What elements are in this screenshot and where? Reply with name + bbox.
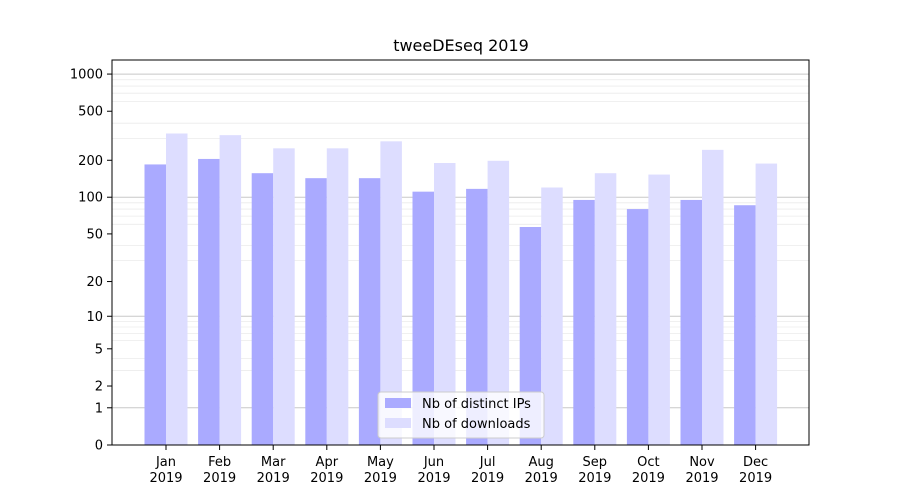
bar-downloads bbox=[648, 174, 670, 446]
bar-downloads bbox=[487, 160, 510, 445]
x-tick-label-year: 2019 bbox=[739, 471, 772, 486]
y-tick-label: 1 bbox=[95, 401, 103, 416]
x-tick-label-year: 2019 bbox=[203, 471, 236, 486]
axes: 01251020501002005001000Jan2019Feb2019Mar… bbox=[70, 59, 810, 486]
x-tick-label-year: 2019 bbox=[632, 471, 665, 486]
bar-downloads bbox=[702, 149, 724, 445]
y-tick-label: 100 bbox=[78, 191, 103, 206]
bar-downloads bbox=[434, 163, 456, 446]
legend-label: Nb of downloads bbox=[422, 417, 531, 432]
x-tick-label-year: 2019 bbox=[525, 471, 558, 486]
y-tick-label: 10 bbox=[86, 310, 103, 325]
x-tick-label-month: May bbox=[367, 455, 394, 470]
plot-frame bbox=[111, 59, 810, 446]
y-tick-label: 5 bbox=[95, 342, 103, 357]
bar-distinct-ips bbox=[734, 205, 756, 445]
chart-title: tweeDEseq 2019 bbox=[393, 36, 529, 55]
x-tick-label-year: 2019 bbox=[417, 471, 450, 486]
bars bbox=[144, 133, 778, 446]
x-tick-label-month: Jan bbox=[155, 455, 176, 470]
bar-distinct-ips bbox=[144, 164, 166, 446]
y-tick-label: 0 bbox=[95, 439, 103, 454]
bar-distinct-ips bbox=[680, 199, 702, 445]
x-tick-label-month: Dec bbox=[743, 455, 768, 470]
bar-downloads bbox=[219, 135, 242, 445]
bar-distinct-ips bbox=[466, 188, 488, 445]
x-tick-label-year: 2019 bbox=[364, 471, 397, 486]
y-tick-label: 2 bbox=[95, 380, 103, 395]
bar-downloads bbox=[166, 133, 188, 445]
bar-distinct-ips bbox=[358, 178, 381, 445]
legend-swatch bbox=[385, 418, 411, 428]
y-tick-label: 20 bbox=[86, 275, 103, 290]
bar-downloads bbox=[273, 148, 295, 445]
x-tick-label-year: 2019 bbox=[310, 471, 343, 486]
bar-distinct-ips bbox=[519, 226, 542, 445]
x-tick-label-year: 2019 bbox=[578, 471, 611, 486]
x-tick-label-month: Sep bbox=[583, 455, 608, 470]
x-tick-label-year: 2019 bbox=[685, 471, 718, 486]
bar-distinct-ips bbox=[251, 173, 274, 445]
x-tick-label-month: Jul bbox=[479, 455, 496, 470]
bar-downloads bbox=[380, 141, 402, 445]
bar-downloads bbox=[755, 163, 778, 445]
bar-downloads bbox=[594, 173, 617, 445]
x-tick-label-year: 2019 bbox=[471, 471, 504, 486]
bar-distinct-ips bbox=[626, 209, 649, 445]
y-tick-label: 200 bbox=[78, 154, 103, 169]
bar-downloads bbox=[326, 148, 349, 445]
x-tick-label-month: Aug bbox=[529, 455, 554, 470]
x-tick-label-month: Mar bbox=[261, 455, 286, 470]
y-tick-label: 1000 bbox=[70, 68, 103, 83]
bar-distinct-ips bbox=[573, 199, 595, 445]
x-tick-label-year: 2019 bbox=[149, 471, 182, 486]
legend: Nb of distinct IPs Nb of downloads bbox=[377, 391, 545, 439]
x-tick-label-month: Oct bbox=[637, 455, 659, 470]
legend-swatch bbox=[385, 398, 411, 408]
y-tick-label: 50 bbox=[86, 227, 103, 242]
x-tick-label-month: Nov bbox=[689, 455, 715, 470]
bar-downloads bbox=[541, 187, 563, 446]
x-tick-label-month: Feb bbox=[208, 455, 231, 470]
x-tick-label-year: 2019 bbox=[257, 471, 290, 486]
x-tick-label-month: Apr bbox=[316, 455, 339, 470]
x-tick-label-month: Jun bbox=[423, 455, 444, 470]
legend-box bbox=[377, 391, 545, 439]
y-tick-label: 500 bbox=[78, 105, 103, 120]
legend-label: Nb of distinct IPs bbox=[422, 397, 531, 412]
bar-distinct-ips bbox=[305, 178, 327, 445]
bar-distinct-ips bbox=[198, 158, 220, 445]
bar-distinct-ips bbox=[412, 191, 434, 445]
